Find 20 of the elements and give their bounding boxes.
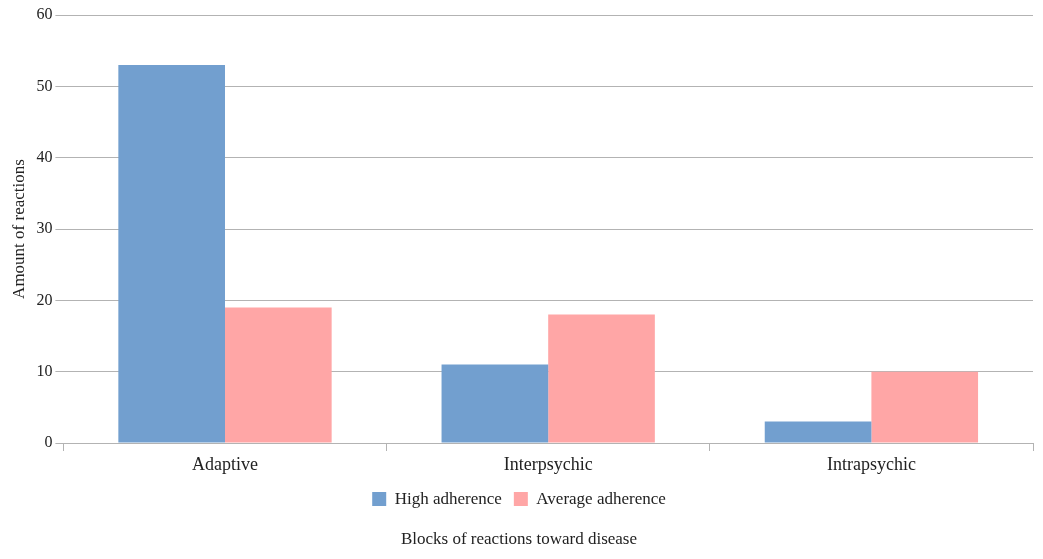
x-tick-label: Intrapsychic (826, 453, 916, 474)
bar (118, 64, 225, 443)
x-tick-label: Adaptive (192, 453, 258, 474)
bar (441, 364, 549, 443)
legend-label: Average adherence (536, 488, 666, 508)
bar (225, 307, 332, 443)
x-axis-title: Blocks of reactions toward disease (400, 529, 638, 549)
y-tick-label: 30 (36, 219, 53, 237)
bar (871, 371, 979, 443)
x-tick-label: Interpsychic (503, 453, 593, 474)
y-tick-label: 50 (36, 76, 53, 94)
y-tick-label: 0 (44, 433, 53, 451)
legend-label: High adherence (394, 488, 502, 508)
y-tick-label: 40 (36, 147, 53, 165)
y-tick-label: 60 (36, 5, 53, 23)
bar (548, 314, 655, 443)
y-axis-title: Amount of reactions (8, 159, 28, 299)
bar (764, 421, 872, 443)
y-tick-label: 20 (36, 290, 53, 308)
y-tick-label: 10 (36, 361, 53, 379)
